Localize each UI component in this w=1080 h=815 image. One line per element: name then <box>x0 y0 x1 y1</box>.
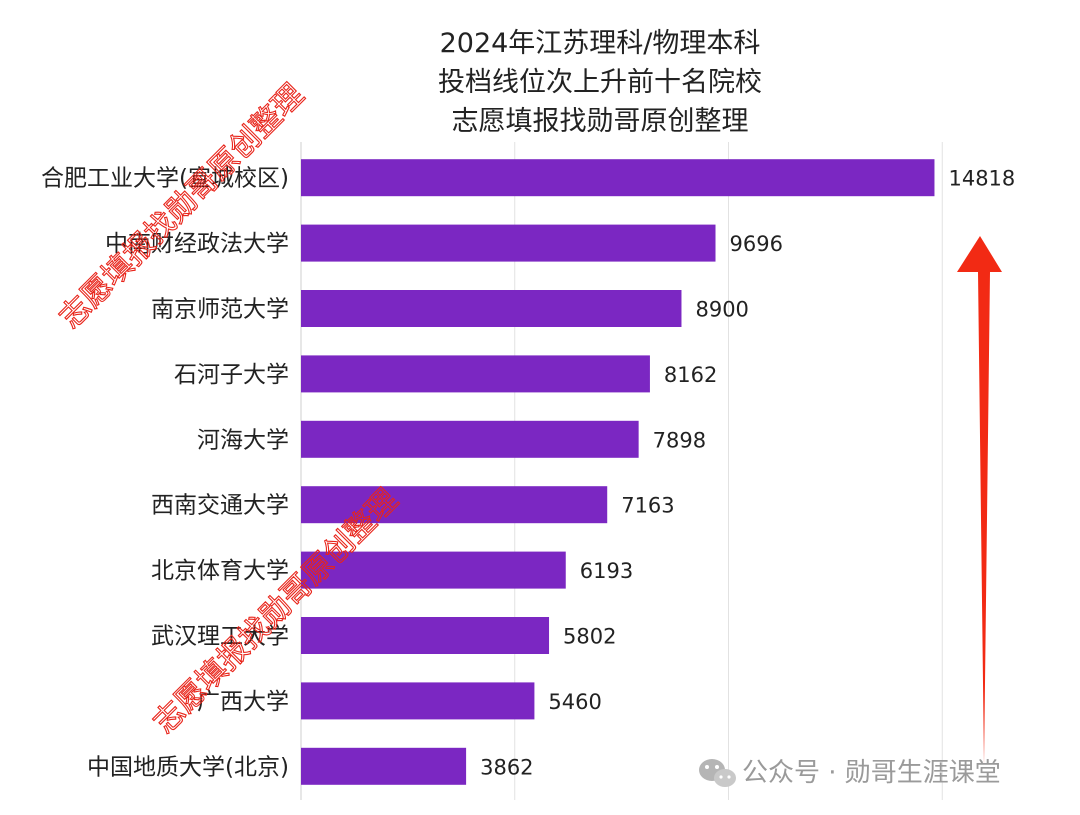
value-label: 9696 <box>730 232 783 256</box>
bar <box>301 617 550 654</box>
wechat-icon <box>699 759 736 787</box>
chart-title-line-1: 2024年江苏理科/物理本科 <box>440 28 761 59</box>
category-label: 河海大学 <box>197 427 289 453</box>
category-label: 中南财经政法大学 <box>105 231 289 257</box>
chart-title: 2024年江苏理科/物理本科 投档线位次上升前十名院校 志愿填报找勋哥原创整理 <box>438 28 762 137</box>
category-label: 北京体育大学 <box>151 558 289 584</box>
chart-title-line-3: 志愿填报找勋哥原创整理 <box>452 106 749 137</box>
value-label: 14818 <box>948 167 1015 191</box>
bars <box>301 159 935 785</box>
bar <box>301 159 935 197</box>
up-arrow-shape <box>957 236 1002 765</box>
category-label: 南京师范大学 <box>151 297 289 323</box>
value-label: 3862 <box>480 755 533 779</box>
category-labels: 合肥工业大学(宣城校区) 中南财经政法大学南京师范大学石河子大学河海大学西南交通大… <box>41 166 289 781</box>
value-label: 8162 <box>664 363 717 387</box>
bar <box>301 224 716 262</box>
up-arrow <box>957 236 1002 765</box>
bar <box>301 420 639 458</box>
category-label: 西南交通大学 <box>151 493 289 519</box>
value-label: 8900 <box>695 298 748 322</box>
value-label: 6193 <box>580 559 633 583</box>
category-label: 广西大学 <box>197 689 289 715</box>
bar <box>301 682 535 720</box>
value-labels: 14818 9696 8900 8162 7898 7163 6193 5802 5460 386… <box>480 167 1015 780</box>
bar <box>301 355 650 393</box>
value-label: 7898 <box>653 428 706 452</box>
value-label: 7163 <box>621 494 674 518</box>
category-label: 合肥工业大学(宣城校区) <box>41 166 289 192</box>
bar <box>301 747 467 785</box>
bar <box>301 551 566 589</box>
category-label: 石河子大学 <box>174 362 289 388</box>
category-label: 武汉理工大学 <box>151 624 289 650</box>
bar <box>301 290 682 327</box>
category-label: 中国地质大学(北京) <box>87 754 289 780</box>
bar <box>301 486 608 524</box>
credit-text: 公众号 · 勋哥生涯课堂 <box>742 758 1001 788</box>
value-label: 5802 <box>563 625 616 649</box>
credit: 公众号 · 勋哥生涯课堂 <box>699 758 1001 788</box>
value-label: 5460 <box>548 690 601 714</box>
chart-title-line-2: 投档线位次上升前十名院校 <box>438 67 762 98</box>
